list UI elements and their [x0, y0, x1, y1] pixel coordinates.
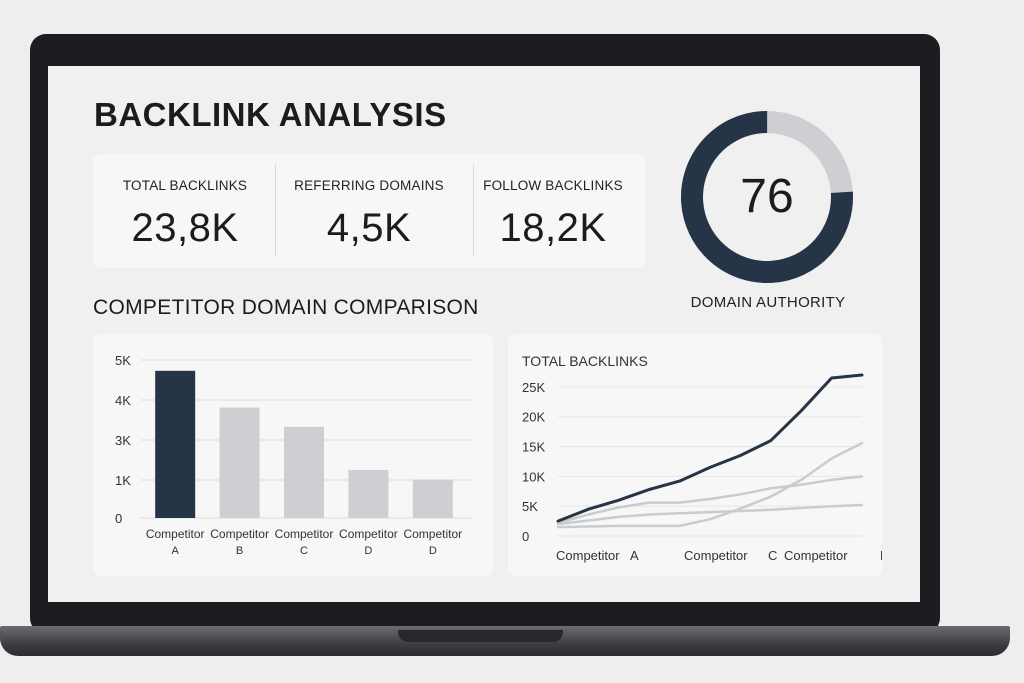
domain-authority-label: DOMAIN AUTHORITY — [690, 294, 846, 311]
series-line — [556, 373, 864, 523]
y-tick-label: 5K — [522, 499, 538, 514]
y-tick-label: 25K — [522, 380, 545, 395]
x-tick-label: B — [236, 545, 243, 557]
kpi-referring-domains[interactable]: REFERRING DOMAINS 4,5K — [277, 154, 461, 268]
total-backlinks-line-chart: TOTAL BACKLINKS 0 5K 10K 15K 20K 25K Competitor… — [522, 353, 882, 563]
section-title-competitor-comparison: COMPETITOR DOMAIN COMPARISON — [93, 296, 479, 319]
kpi-divider — [473, 164, 474, 256]
dashboard-screen: BACKLINK ANALYSIS TOTAL BACKLINKS 23,8K … — [48, 66, 920, 602]
domain-authority-gauge[interactable]: 76 — [676, 106, 858, 288]
x-tick-label: Competitor — [339, 527, 398, 541]
domain-authority-donut — [681, 111, 853, 283]
y-tick-label: 4K — [115, 393, 131, 408]
kpi-value: 18,2K — [499, 206, 607, 250]
kpi-label: FOLLOW BACKLINKS — [483, 178, 623, 193]
x-tick-label: A — [630, 548, 639, 563]
bar — [412, 479, 453, 518]
competitor-bar-chart-card: 0 1K 3K 4K 5K Competitor A Competitor B Competito… — [93, 334, 493, 576]
x-tick-label: D — [429, 545, 437, 557]
kpi-label: TOTAL BACKLINKS — [122, 178, 248, 193]
donut-fill — [681, 111, 853, 283]
x-tick-label: Competitor — [556, 548, 620, 563]
kpi-value: 23,8K — [131, 206, 239, 250]
x-tick-label: Competitor — [684, 548, 748, 563]
x-tick-label: Competitor — [146, 527, 205, 541]
x-tick-label: Competitor — [784, 548, 848, 563]
y-tick-label: 0 — [522, 529, 529, 544]
y-tick-label: 15K — [522, 440, 545, 455]
x-tick-label: D — [364, 545, 372, 557]
chart-title: TOTAL BACKLINKS — [522, 353, 648, 369]
x-tick-label: C — [768, 548, 777, 563]
kpi-total-backlinks[interactable]: TOTAL BACKLINKS 23,8K — [93, 154, 277, 268]
x-tick-label: Competitor — [275, 527, 334, 541]
x-tick-label: Competitor — [403, 527, 462, 541]
y-tick-label: 20K — [522, 410, 545, 425]
laptop-hinge-notch — [398, 630, 563, 642]
x-tick-label: A — [172, 545, 180, 557]
kpi-value: 4,5K — [326, 206, 412, 250]
x-tick-label: C — [300, 545, 308, 557]
bar — [284, 426, 324, 518]
y-tick-label: 1K — [115, 473, 131, 488]
x-tick-label: D — [880, 548, 882, 563]
kpi-divider — [275, 164, 276, 256]
competitor-bar-chart: 0 1K 3K 4K 5K Competitor A Competitor B Competito… — [115, 353, 473, 557]
kpi-label: REFERRING DOMAINS — [294, 178, 444, 193]
series-line — [556, 503, 864, 526]
total-backlinks-line-chart-card: TOTAL BACKLINKS 0 5K 10K 15K 20K 25K Competitor… — [508, 334, 882, 576]
series-line — [556, 475, 864, 525]
x-tick-label: Competitor — [210, 527, 269, 541]
y-tick-label: 10K — [522, 469, 545, 484]
bar — [155, 370, 196, 518]
domain-authority-value: 76 — [740, 170, 794, 223]
y-tick-label: 3K — [115, 433, 131, 448]
page-title: BACKLINK ANALYSIS — [94, 96, 447, 133]
bar — [348, 470, 389, 518]
series-line — [556, 441, 864, 529]
kpi-summary-card: TOTAL BACKLINKS 23,8K REFERRING DOMAINS … — [93, 154, 646, 268]
kpi-follow-backlinks[interactable]: FOLLOW BACKLINKS 18,2K — [461, 154, 645, 268]
y-tick-label: 0 — [115, 511, 122, 526]
y-tick-label: 5K — [115, 353, 131, 368]
bar — [219, 407, 260, 518]
